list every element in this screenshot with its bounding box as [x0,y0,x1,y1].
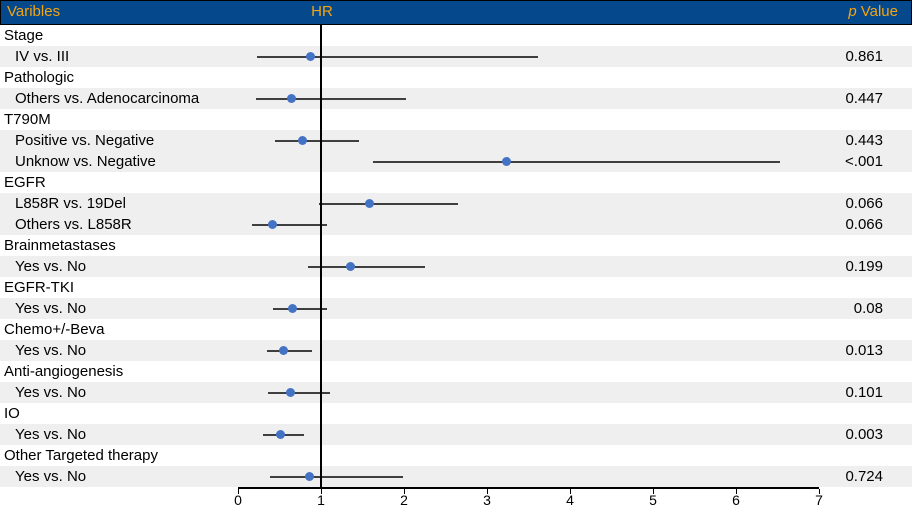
p-value: 0.199 [845,258,883,275]
p-value: 0.101 [845,384,883,401]
row-label: Other Targeted therapy [4,447,158,464]
row-label: Yes vs. No [15,426,87,443]
row-label: Yes vs. No [15,468,87,485]
x-axis-tick [238,489,239,494]
group-row: Stage [0,25,912,46]
comparison-row: Yes vs. No 0.003 [0,424,912,445]
comparison-row: Yes vs. No 0.101 [0,382,912,403]
table-header: Varibles HR p Value [0,0,912,25]
comparison-row: Others vs. L858R 0.066 [0,214,912,235]
group-row: Brainmetastases [0,235,912,256]
comparison-row: Yes vs. No 0.724 [0,466,912,487]
row-label: Brainmetastases [4,237,116,254]
x-axis-tick-label: 6 [732,492,740,508]
x-axis-tick-label: 4 [566,492,574,508]
x-axis-tick [404,489,405,494]
row-label: EGFR [4,174,46,191]
x-axis-tick [736,489,737,494]
x-axis-tick-label: 5 [649,492,657,508]
row-label: EGFR-TKI [4,279,74,296]
p-value: 0.013 [845,342,883,359]
p-value: 0.724 [845,468,883,485]
row-label: T790M [4,111,51,128]
p-italic-label: p [848,3,857,20]
variables-column-header: Varibles [7,3,61,20]
p-value: 0.443 [845,132,883,149]
group-row: Other Targeted therapy [0,445,912,466]
row-list: Stage IV vs. III 0.861 Pathologic Others vs.… [0,25,912,487]
x-axis-tick-label: 2 [400,492,408,508]
row-label: Stage [4,27,44,44]
x-axis-tick [819,489,820,494]
p-value: 0.066 [845,195,883,212]
comparison-row: Unknow vs. Negative <.001 [0,151,912,172]
x-axis-tick-label: 0 [234,492,242,508]
x-axis-tick-label: 3 [483,492,491,508]
x-axis-tick [321,489,322,494]
row-label: Yes vs. No [15,342,87,359]
row-label: L858R vs. 19Del [15,195,126,212]
group-row: Chemo+/-Beva [0,319,912,340]
row-label: Unknow vs. Negative [15,153,156,170]
row-label: Yes vs. No [15,384,87,401]
x-axis-tick-label: 1 [317,492,325,508]
comparison-row: L858R vs. 19Del 0.066 [0,193,912,214]
row-label: IO [4,405,20,422]
row-label: Yes vs. No [15,300,87,317]
x-axis-line [238,487,819,489]
p-value: 0.003 [845,426,883,443]
row-label: Yes vs. No [15,258,87,275]
group-row: EGFR [0,172,912,193]
group-row: T790M [0,109,912,130]
x-axis-tick [487,489,488,494]
group-row: IO [0,403,912,424]
p-value: 0.447 [845,90,883,107]
comparison-row: IV vs. III 0.861 [0,46,912,67]
row-label: Pathologic [4,69,75,86]
pvalue-column-header: p Value [848,3,898,20]
group-row: Anti-angiogenesis [0,361,912,382]
hr-column-header: HR [311,3,333,20]
p-value: 0.08 [853,300,883,317]
group-row: EGFR-TKI [0,277,912,298]
x-axis-tick [653,489,654,494]
comparison-row: Positive vs. Negative 0.443 [0,130,912,151]
row-label: IV vs. III [15,48,70,65]
p-value: 0.861 [845,48,883,65]
comparison-row: Yes vs. No 0.199 [0,256,912,277]
comparison-row: Yes vs. No 0.013 [0,340,912,361]
x-axis-tick-label: 7 [815,492,823,508]
x-axis-tick [570,489,571,494]
row-label: Others vs. L858R [15,216,132,233]
row-label: Chemo+/-Beva [4,321,105,338]
value-label: Value [860,3,898,20]
comparison-row: Others vs. Adenocarcinoma 0.447 [0,88,912,109]
row-label: Positive vs. Negative [15,132,155,149]
row-label: Anti-angiogenesis [4,363,124,380]
p-value: 0.066 [845,216,883,233]
group-row: Pathologic [0,67,912,88]
row-label: Others vs. Adenocarcinoma [15,90,200,107]
p-value: <.001 [845,153,883,170]
comparison-row: Yes vs. No 0.08 [0,298,912,319]
